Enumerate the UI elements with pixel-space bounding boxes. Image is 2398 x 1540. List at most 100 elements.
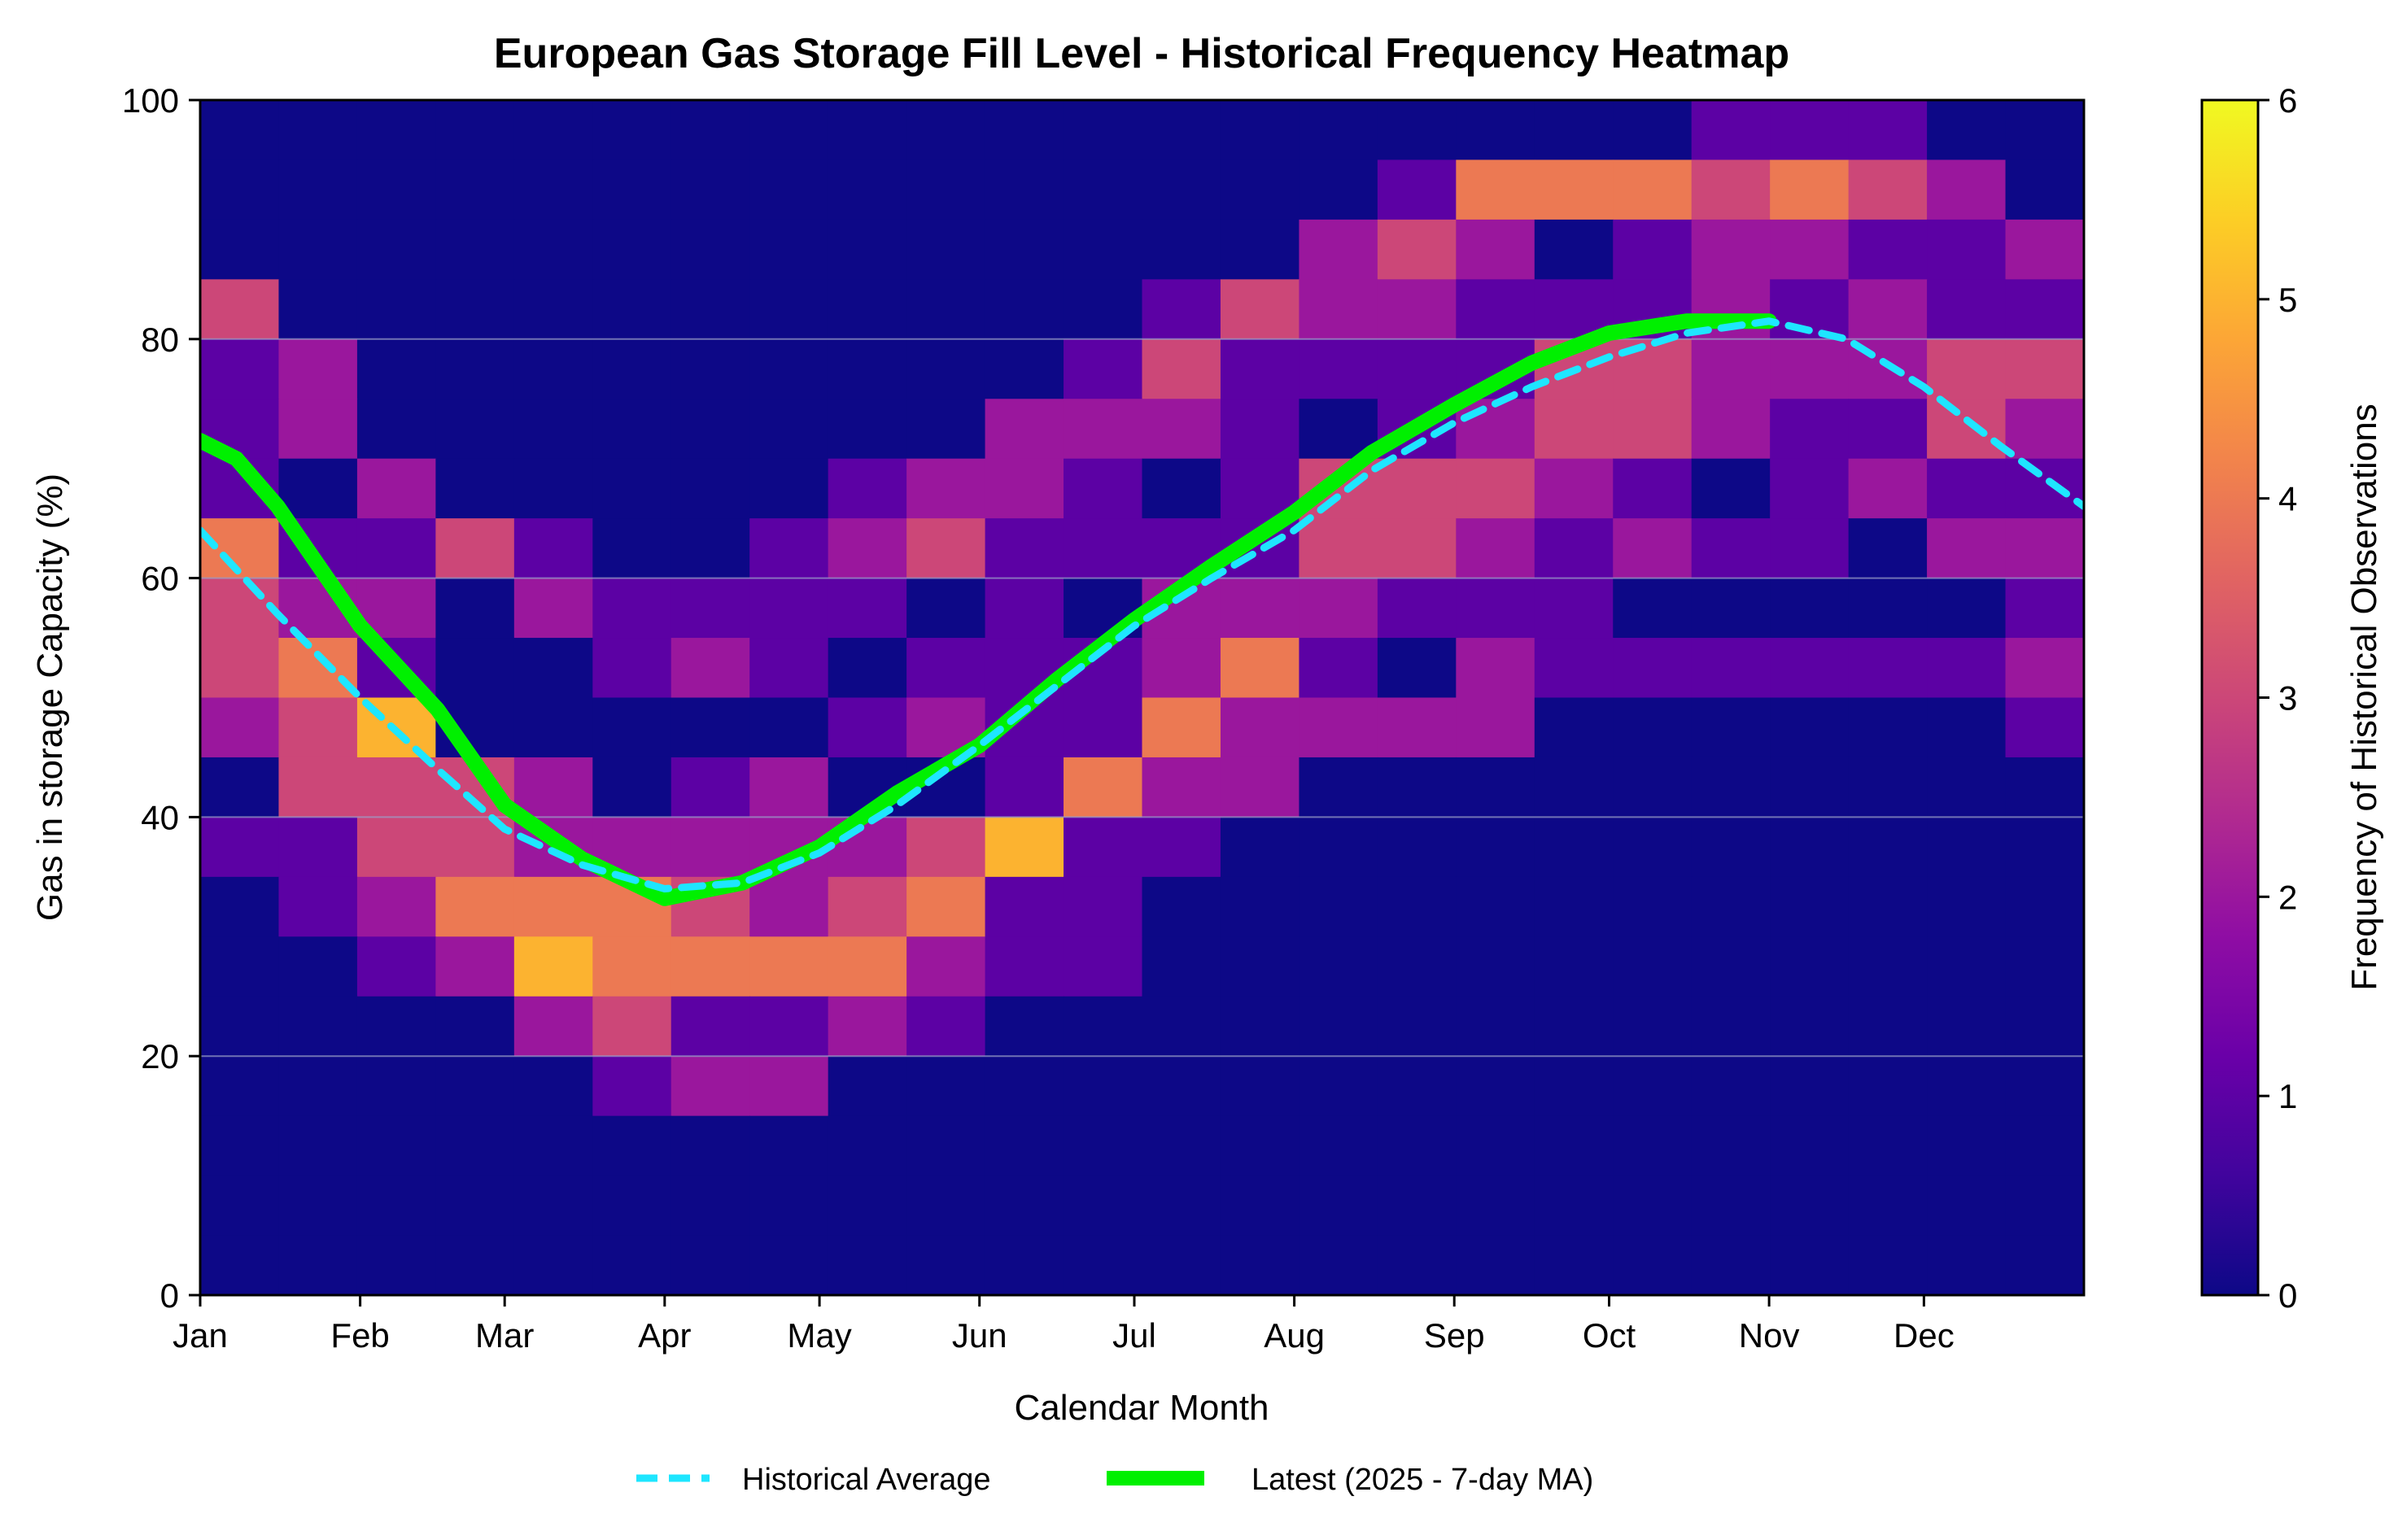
heatmap-cell xyxy=(513,1176,594,1237)
heatmap-cell xyxy=(435,1115,515,1176)
heatmap-cell xyxy=(592,399,672,460)
heatmap-cell xyxy=(1064,159,1143,220)
heatmap-cell xyxy=(2005,996,2084,1057)
heatmap-cell xyxy=(1299,219,1378,281)
x-tick-label: Feb xyxy=(330,1316,389,1355)
heatmap-cell xyxy=(1220,219,1300,281)
heatmap-cell xyxy=(1220,757,1300,818)
heatmap-cell xyxy=(1064,458,1143,519)
heatmap-cell xyxy=(1377,876,1457,938)
heatmap-cell xyxy=(278,996,358,1057)
heatmap-cell xyxy=(1613,578,1693,639)
heatmap-cell xyxy=(985,159,1064,220)
heatmap-cell xyxy=(670,1176,751,1237)
heatmap-cell xyxy=(513,876,594,938)
heatmap-cell xyxy=(1142,757,1221,818)
heatmap-cell xyxy=(1613,876,1693,938)
heatmap-cell xyxy=(1927,638,2007,699)
heatmap-cell xyxy=(1613,399,1693,460)
heatmap-cell xyxy=(1299,518,1378,579)
heatmap-cell xyxy=(200,100,280,161)
x-tick-label: May xyxy=(787,1316,851,1355)
heatmap-cell xyxy=(592,638,672,699)
heatmap-cell xyxy=(749,638,829,699)
heatmap-cell xyxy=(1613,338,1693,400)
heatmap-cell xyxy=(985,996,1064,1057)
heatmap-cell xyxy=(592,1056,672,1117)
heatmap-cell xyxy=(1927,159,2007,220)
heatmap-cell xyxy=(1691,757,1771,818)
y-tick-label: 40 xyxy=(141,798,179,836)
legend-historical-average-label: Historical Average xyxy=(742,1463,991,1497)
heatmap-cell xyxy=(356,399,437,460)
heatmap-cell xyxy=(1927,279,2007,340)
heatmap-cell xyxy=(749,458,829,519)
heatmap-cell xyxy=(435,936,515,997)
latest-line xyxy=(200,313,1777,906)
heatmap-cell xyxy=(200,1115,280,1176)
heatmap-cell xyxy=(1456,876,1535,938)
heatmap-cell xyxy=(278,159,358,220)
heatmap-cell xyxy=(1927,458,2007,519)
heatmap-cell xyxy=(1377,458,1457,519)
heatmap-cell xyxy=(1613,638,1693,699)
heatmap-cell xyxy=(435,279,515,340)
heatmap-cell xyxy=(1220,876,1300,938)
heatmap-cell xyxy=(749,1235,829,1295)
heatmap-cell xyxy=(435,159,515,220)
heatmap-cell xyxy=(1142,399,1221,460)
heatmap-cell xyxy=(1534,219,1614,281)
heatmap-cell xyxy=(2005,1176,2084,1237)
heatmap-cell xyxy=(513,1056,594,1117)
heatmap-cell xyxy=(435,219,515,281)
heatmap-cell xyxy=(435,1235,515,1295)
heatmap-cell xyxy=(1064,697,1143,758)
heatmap-cell xyxy=(749,518,829,579)
heatmap-cell xyxy=(1848,518,1928,579)
heatmap-cell xyxy=(356,219,437,281)
heatmap-cell xyxy=(1064,279,1143,340)
heatmap-cell xyxy=(1691,518,1771,579)
heatmap-cell xyxy=(278,100,358,161)
heatmap-cell xyxy=(828,279,907,340)
heatmap-cell xyxy=(200,697,280,758)
heatmap-cell xyxy=(749,1056,829,1117)
heatmap-cell xyxy=(513,1115,594,1176)
heatmap-cell xyxy=(1691,1235,1771,1295)
heatmap-cell xyxy=(1220,1056,1300,1117)
heatmap-cell xyxy=(906,399,986,460)
heatmap-cell xyxy=(906,279,986,340)
heatmap-cell xyxy=(1299,338,1378,400)
heatmap-cell xyxy=(828,1056,907,1117)
heatmap-cell xyxy=(513,697,594,758)
heatmap-cell xyxy=(1064,1115,1143,1176)
heatmap-cell xyxy=(592,697,672,758)
heatmap-cell xyxy=(2005,279,2084,340)
heatmap-cell xyxy=(670,996,751,1057)
heatmap-cell xyxy=(1691,458,1771,519)
heatmap-cell xyxy=(670,1056,751,1117)
heatmap-cell xyxy=(1848,578,1928,639)
heatmap-cell xyxy=(356,159,437,220)
heatmap-cell xyxy=(749,159,829,220)
colorbar-tick-label: 4 xyxy=(2278,480,2297,518)
heatmap-cell xyxy=(1299,876,1378,938)
x-tick-label: Jul xyxy=(1112,1316,1156,1355)
heatmap-cell xyxy=(1691,1115,1771,1176)
heatmap-cell xyxy=(906,458,986,519)
x-tick-label: Dec xyxy=(1894,1316,1955,1355)
heatmap-cell xyxy=(1299,458,1378,519)
heatmap-cell xyxy=(1377,1115,1457,1176)
heatmap-cell xyxy=(985,518,1064,579)
heatmap-cell xyxy=(1142,1056,1221,1117)
heatmap-cell xyxy=(906,338,986,400)
heatmap-cell xyxy=(200,1235,280,1295)
heatmap-cell xyxy=(906,219,986,281)
heatmap-cell xyxy=(828,578,907,639)
heatmap-cell xyxy=(828,518,907,579)
heatmap-cell xyxy=(1770,458,1850,519)
heatmap-cell xyxy=(1613,936,1693,997)
legend: Historical Average Latest (2025 - 7-day … xyxy=(636,1463,1593,1497)
heatmap-cell xyxy=(1691,338,1771,400)
heatmap-cell xyxy=(1220,1235,1300,1295)
